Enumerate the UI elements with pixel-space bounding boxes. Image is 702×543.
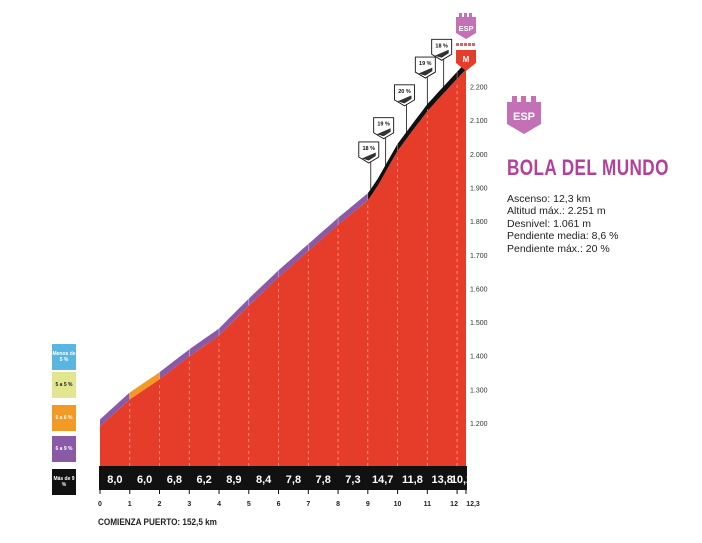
category-badge-icon: ESP [507, 96, 541, 134]
x-tick-label: 11 [424, 501, 432, 508]
gradient-band-segment [338, 193, 368, 225]
x-axis-bar [99, 466, 467, 490]
stat-average-gradient: Pendiente media: 8,6 % [507, 230, 619, 243]
gradient-band-segment [367, 143, 398, 201]
summit-badge-flag [468, 43, 471, 46]
gradient-label: 8,4 [256, 474, 272, 486]
category-badge-small-label: ESP [458, 24, 473, 33]
gradient-band-segment [189, 328, 219, 357]
x-tick-label: 2 [158, 501, 162, 508]
gradient-label: 7,3 [345, 474, 360, 486]
x-tick-label: 8 [336, 501, 340, 508]
legend-item-6-9: 6 a 9 % [52, 436, 76, 462]
legend-item-5-5: 5 a 5 % [52, 372, 76, 398]
legend-item-lt5: Menos de 5 % [52, 344, 76, 370]
slope-icon [397, 95, 412, 104]
slope-icon [361, 152, 376, 161]
slope-icon [376, 128, 391, 137]
legend-label: Menos de 5 % [52, 351, 76, 363]
gradient-band-segment [100, 392, 130, 427]
summit-badge-flag [464, 43, 467, 46]
gradient-label: 13,8 [431, 474, 452, 486]
x-tick-label: 10 [394, 501, 402, 508]
gradient-label: 6,0 [137, 474, 152, 486]
y-tick-label: 1.800 [470, 219, 488, 226]
gradient-label: 6,2 [196, 474, 211, 486]
y-tick-label: 2.100 [470, 118, 488, 125]
y-tick-label: 1.700 [470, 253, 488, 260]
gradient-label: 10,2 [451, 474, 472, 486]
x-tick-label: 5 [247, 501, 251, 508]
gradient-label: 14,7 [372, 474, 393, 486]
x-tick-label: 12,3 [466, 501, 480, 508]
y-tick-label: 1.400 [470, 354, 488, 361]
gradient-label: 8,0 [107, 474, 122, 486]
gradient-band-segment [308, 217, 338, 251]
gradient-label: 7,8 [286, 474, 301, 486]
y-tick-label: 2.000 [470, 152, 488, 159]
x-tick-label: 9 [366, 501, 370, 508]
y-tick-label: 1.200 [470, 421, 488, 428]
category-badge-small-icon [456, 13, 476, 39]
legend-label: Más de 9 % [53, 476, 75, 488]
climb-info-panel: ESP BOLA DEL MUNDO Ascenso: 12,3 km Alti… [507, 96, 697, 255]
x-tick-label: 7 [306, 501, 310, 508]
steep-marker-label: 18 % [363, 146, 376, 152]
gradient-band-segment [248, 270, 279, 306]
summit-badge-label: M [463, 55, 470, 64]
steep-marker-label: 19 % [377, 122, 390, 128]
climb-start-label: COMIENZA PUERTO: 152,5 km [98, 517, 217, 528]
gradient-label: 6,8 [167, 474, 182, 486]
y-tick-label: 2.200 [470, 85, 488, 92]
legend-label: 5 a 6 % [55, 415, 73, 421]
summit-badge-flag [472, 43, 475, 46]
summit-badge-icon [456, 50, 476, 71]
category-badge-label: ESP [513, 111, 535, 123]
x-tick-label: 12 [450, 501, 458, 508]
gradient-label: 11,8 [402, 474, 423, 486]
x-tick-label: 3 [187, 501, 191, 508]
legend-item-5-6: 5 a 6 % [52, 405, 76, 431]
legend-label: 6 a 9 % [55, 446, 73, 452]
summit-badge-flag [460, 43, 463, 46]
gradient-label: 8,9 [226, 474, 241, 486]
x-tick-label: 4 [217, 501, 221, 508]
stat-max-altitude: Altitud máx.: 2.251 m [507, 205, 606, 218]
x-tick-label: 1 [128, 501, 132, 508]
legend-label: 5 a 5 % [55, 382, 73, 388]
y-tick-label: 1.900 [470, 185, 488, 192]
climb-title: BOLA DEL MUNDO [507, 155, 669, 180]
y-tick-label: 1.500 [470, 320, 488, 327]
x-tick-label: 0 [98, 501, 102, 508]
x-tick-label: 6 [277, 501, 281, 508]
slope-icon [434, 49, 449, 58]
summit-badge-flag [456, 43, 459, 46]
gradient-band-segment [278, 244, 309, 278]
y-tick-label: 1.300 [470, 387, 488, 394]
gradient-band-segment [159, 349, 190, 380]
steep-marker-label: 20 % [398, 89, 411, 95]
stat-elevation-gain: Desnivel: 1.061 m [507, 217, 592, 230]
climb-stats: Ascenso: 12,3 km Altitud máx.: 2.251 m D… [507, 193, 697, 255]
slope-icon [418, 67, 433, 76]
gradient-label: 7,8 [316, 474, 331, 486]
y-tick-label: 1.600 [470, 286, 488, 293]
steep-marker-label: 18 % [435, 43, 448, 49]
gradient-band-segment [129, 372, 160, 400]
legend-item-9plus: Más de 9 % [52, 469, 76, 495]
stat-max-gradient: Pendiente máx.: 20 % [507, 242, 610, 255]
gradient-band-segment [219, 298, 249, 336]
stat-ascent: Ascenso: 12,3 km [507, 193, 591, 205]
gradient-band-segment [397, 104, 428, 151]
gradient-band-segment [427, 71, 458, 112]
steep-marker-label: 19 % [419, 61, 432, 67]
profile-area [100, 69, 466, 467]
